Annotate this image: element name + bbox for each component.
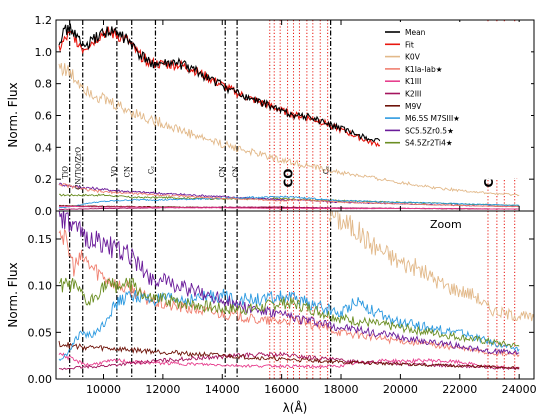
bottom-x-tick-label: 14000: [205, 383, 240, 396]
bottom-x-tick-label: 24000: [502, 383, 537, 396]
legend-label-k0v: K0V: [405, 53, 421, 62]
bottom-y-axis-label: Norm. Flux: [6, 262, 20, 327]
bottom-y-ticks: 0.00 0.05 0.10 0.15: [28, 233, 534, 386]
top-y-tick-label: 1.0: [35, 46, 53, 59]
top-y-axis-label: Norm. Flux: [6, 82, 20, 147]
bottom-series-group: [58, 211, 534, 371]
bottom-series-s4-5zr2ti4: [58, 277, 520, 349]
top-y-tick-label: 0.2: [35, 173, 53, 186]
bottom-series-k1ia-iab: [58, 228, 520, 358]
annotation-tio: TiO: [62, 166, 70, 179]
annotation-co: CO: [282, 168, 296, 187]
top-panel: 0.0 0.2 0.4 0.6 0.8 1.0 1.2 TiO CN/TiO/ZrO VO CN C…: [6, 14, 535, 218]
bottom-x-tick-label: 20000: [383, 383, 418, 396]
top-series-k0v: [58, 63, 520, 197]
bottom-series-k2iii: [58, 351, 520, 371]
annotation-cn: CN: [219, 166, 227, 177]
legend-label-s4-5zr2ti4: S4.5Zr2Ti4★: [405, 139, 453, 148]
bottom-x-ticks: 10000 12000 14000 16000 18000 20000 22000 24000: [86, 374, 537, 396]
legend-label-sc5-5zr0-5: SC5.5Zr0.5★: [405, 126, 454, 135]
top-series-group: [58, 23, 520, 210]
bottom-series-m6-5s-m7siii: [58, 288, 520, 362]
bottom-x-tick-label: 12000: [145, 383, 180, 396]
bottom-x-tick-label: 16000: [264, 383, 299, 396]
annotation-c: C₂: [323, 166, 331, 174]
bottom-series-sc5-5zr0-5: [58, 211, 520, 356]
annotation-cn: CN: [232, 166, 240, 177]
annotation-vo: VO: [110, 166, 118, 178]
zoom-label: Zoom: [430, 218, 462, 231]
top-y-tick-label: 1.2: [35, 14, 53, 27]
bottom-panel: 0.00 0.05 0.10 0.15 10000 12000 14000 16000 180…: [6, 210, 537, 415]
bottom-y-tick-label: 0.00: [28, 373, 53, 386]
bottom-y-tick-label: 0.10: [28, 280, 53, 293]
annotation-cn: CN: [124, 166, 132, 177]
bottom-x-tick-label: 18000: [324, 383, 359, 396]
top-y-tick-label: 0.4: [35, 141, 53, 154]
bottom-axes-frame: [55, 210, 535, 380]
legend-label-k2iii: K2III: [405, 90, 421, 99]
bottom-x-tick-label: 22000: [442, 383, 477, 396]
bottom-series-m9v: [58, 340, 520, 370]
bottom-y-tick-label: 0.05: [28, 326, 53, 339]
annotation-c: C₂: [147, 166, 155, 174]
legend: Mean Fit K0V K1Ia-Iab★ K1III K2III M9V M6.5S M7…: [380, 22, 531, 178]
top-y-ticks: 0.0 0.2 0.4 0.6 0.8 1.0 1.2: [35, 14, 534, 218]
legend-label-fit: Fit: [405, 40, 414, 49]
top-y-tick-label: 0.8: [35, 78, 53, 91]
legend-box: [380, 22, 531, 178]
annotation-cn-tio-zro: CN/TiO/ZrO: [75, 147, 83, 190]
legend-label-m6-5s-m7siii: M6.5S M7SIII★: [405, 114, 460, 123]
top-series-k1iii: [58, 205, 520, 210]
bottom-y-tick-label: 0.15: [28, 233, 53, 246]
bottom-x-tick-label: 10000: [86, 383, 121, 396]
bottom-series-k0v: [328, 211, 534, 322]
x-axis-label: λ(Å): [283, 400, 308, 415]
legend-items: Mean Fit K0V K1Ia-Iab★ K1III K2III M9V M6.5S M7…: [385, 28, 460, 148]
bottom-spectral-lines: [69, 211, 516, 379]
legend-label-k1ia-iab: K1Ia-Iab★: [405, 65, 443, 74]
top-y-tick-label: 0.0: [35, 205, 53, 218]
top-series-k1ia-iab: [58, 183, 520, 208]
legend-label-m9v: M9V: [405, 102, 422, 111]
top-series-m6-5s-m7siii: [58, 195, 520, 209]
legend-label-k1iii: K1III: [405, 77, 421, 86]
top-y-tick-label: 0.6: [35, 110, 53, 123]
legend-label-mean: Mean: [405, 28, 426, 37]
